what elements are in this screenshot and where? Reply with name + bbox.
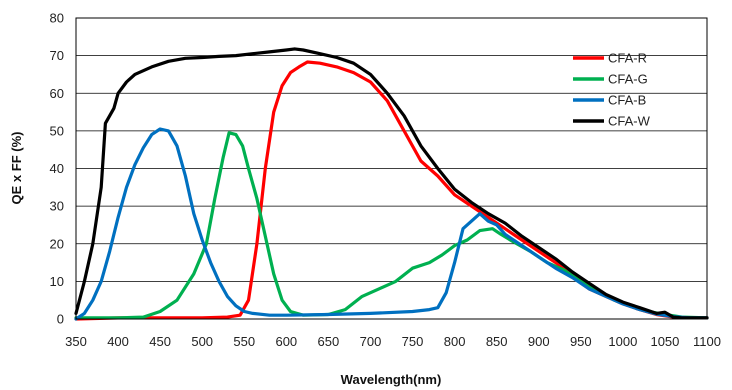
series-layer (74, 47, 709, 321)
y-tick-label: 60 (50, 86, 64, 101)
y-tick-label: 20 (50, 236, 64, 251)
y-tick-label: 0 (57, 312, 64, 327)
y-tick-label: 70 (50, 48, 64, 63)
legend: CFA-R CFA-G CFA-B CFA-W (573, 51, 651, 129)
x-tick-label: 900 (528, 334, 550, 349)
x-tick-label: 950 (570, 334, 592, 349)
x-tick-label: 800 (444, 334, 466, 349)
x-tick-label: 700 (360, 334, 382, 349)
x-tick-label: 600 (275, 334, 297, 349)
y-tick-label: 40 (50, 161, 64, 176)
x-tick-label: 750 (402, 334, 424, 349)
y-axis-title: QE x FF (%) (9, 132, 24, 205)
grid-layer (76, 55, 707, 282)
x-tick-label: 650 (318, 334, 340, 349)
x-tick-label: 450 (149, 334, 171, 349)
x-tick-label: 1100 (693, 334, 721, 349)
x-tick-labels: 350 400 450 500 550 600 650 700 750 800 850 900 950 1… (65, 334, 721, 349)
legend-label-cfa-b: CFA-B (608, 93, 646, 108)
y-tick-label: 80 (50, 11, 64, 26)
x-tick-label: 500 (191, 334, 213, 349)
legend-label-cfa-r: CFA-R (608, 51, 647, 66)
series-line-cfa-b (74, 127, 709, 321)
x-tick-label: 1050 (650, 334, 679, 349)
x-axis-title: Wavelength(nm) (341, 372, 442, 387)
y-tick-label: 10 (50, 274, 64, 289)
x-tick-label: 400 (107, 334, 129, 349)
plot-frame (75, 17, 708, 320)
y-tick-label: 30 (50, 199, 64, 214)
y-tick-label: 50 (50, 123, 64, 138)
legend-label-cfa-w: CFA-W (608, 114, 651, 129)
legend-label-cfa-g: CFA-G (608, 72, 648, 87)
x-tick-label: 550 (233, 334, 255, 349)
x-tick-label: 850 (486, 334, 508, 349)
x-tick-label: 1000 (608, 334, 637, 349)
x-tick-label: 350 (65, 334, 87, 349)
series-line-cfa-w (74, 47, 709, 320)
y-tick-labels: 0 10 20 30 40 50 60 70 80 (50, 11, 64, 327)
series-line-cfa-g (74, 131, 709, 320)
